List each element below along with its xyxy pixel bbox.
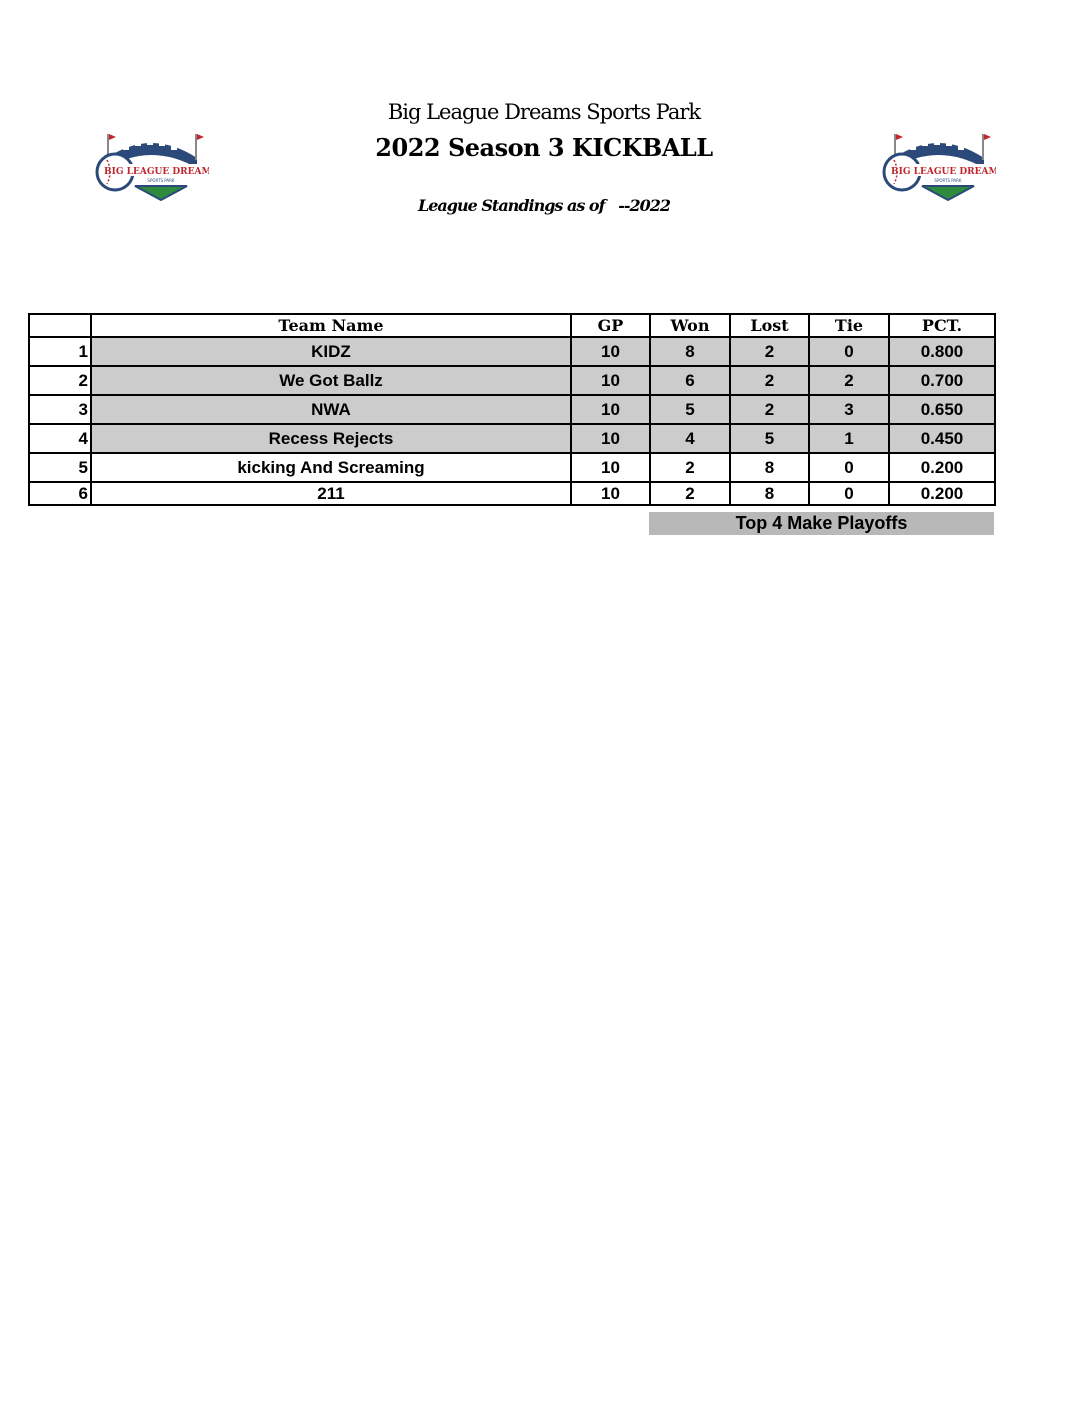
- column-header-pct: PCT.: [888, 313, 996, 338]
- cell-gp: 10: [570, 481, 651, 506]
- cell-tie: 2: [808, 365, 890, 396]
- page-title: 2022 Season 3 KICKBALL: [375, 133, 713, 162]
- cell-gp: 10: [570, 423, 651, 454]
- cell-lost: 8: [729, 452, 810, 483]
- svg-text:SPORTS PARK: SPORTS PARK: [934, 178, 962, 183]
- cell-gp: 10: [570, 365, 651, 396]
- cell-team: NWA: [90, 394, 572, 425]
- cell-team: kicking And Screaming: [90, 452, 572, 483]
- cell-rank: 2: [28, 365, 92, 396]
- cell-won: 8: [649, 336, 731, 367]
- cell-tie: 1: [808, 423, 890, 454]
- column-header-gp: GP: [570, 313, 651, 338]
- venue-name: Big League Dreams Sports Park: [387, 100, 701, 124]
- cell-team: We Got Ballz: [90, 365, 572, 396]
- cell-won: 2: [649, 481, 731, 506]
- table-row: 5 kicking And Screaming 10 2 8 0 0.200: [28, 452, 996, 483]
- svg-text:BIG LEAGUE DREAMS: BIG LEAGUE DREAMS: [104, 167, 209, 177]
- cell-rank: 5: [28, 452, 92, 483]
- cell-tie: 0: [808, 481, 890, 506]
- cell-lost: 2: [729, 365, 810, 396]
- table-row: 1 KIDZ 10 8 2 0 0.800: [28, 336, 996, 367]
- standings-table: Team Name GP Won Lost Tie PCT. 1 KIDZ 10 8 2…: [28, 313, 996, 506]
- table-row: 6 211 10 2 8 0 0.200: [28, 481, 996, 506]
- table-row: 4 Recess Rejects 10 4 5 1 0.450: [28, 423, 996, 454]
- big-league-dreams-logo-right: BIG LEAGUE DREAMS SPORTS PARK: [882, 134, 996, 202]
- cell-lost: 2: [729, 336, 810, 367]
- big-league-dreams-logo-left: BIG LEAGUE DREAMS SPORTS PARK: [95, 134, 209, 202]
- cell-won: 5: [649, 394, 731, 425]
- cell-pct: 0.200: [888, 452, 996, 483]
- svg-text:BIG LEAGUE DREAMS: BIG LEAGUE DREAMS: [891, 167, 996, 177]
- cell-gp: 10: [570, 394, 651, 425]
- cell-pct: 0.800: [888, 336, 996, 367]
- cell-rank: 3: [28, 394, 92, 425]
- cell-team: 211: [90, 481, 572, 506]
- cell-lost: 8: [729, 481, 810, 506]
- cell-tie: 0: [808, 336, 890, 367]
- cell-pct: 0.200: [888, 481, 996, 506]
- cell-rank: 6: [28, 481, 92, 506]
- cell-tie: 0: [808, 452, 890, 483]
- cell-won: 6: [649, 365, 731, 396]
- table-header-row: Team Name GP Won Lost Tie PCT.: [28, 313, 996, 338]
- cell-rank: 1: [28, 336, 92, 367]
- cell-pct: 0.700: [888, 365, 996, 396]
- standings-subtitle: League Standings as of --2022: [418, 196, 671, 215]
- cell-rank: 4: [28, 423, 92, 454]
- column-header-rank: [28, 313, 92, 338]
- cell-won: 4: [649, 423, 731, 454]
- cell-lost: 5: [729, 423, 810, 454]
- cell-team: KIDZ: [90, 336, 572, 367]
- column-header-tie: Tie: [808, 313, 890, 338]
- table-row: 2 We Got Ballz 10 6 2 2 0.700: [28, 365, 996, 396]
- cell-gp: 10: [570, 336, 651, 367]
- playoffs-note: Top 4 Make Playoffs: [649, 512, 994, 535]
- cell-won: 2: [649, 452, 731, 483]
- column-header-team: Team Name: [90, 313, 572, 338]
- cell-pct: 0.450: [888, 423, 996, 454]
- cell-team: Recess Rejects: [90, 423, 572, 454]
- cell-gp: 10: [570, 452, 651, 483]
- table-row: 3 NWA 10 5 2 3 0.650: [28, 394, 996, 425]
- column-header-lost: Lost: [729, 313, 810, 338]
- cell-lost: 2: [729, 394, 810, 425]
- cell-tie: 3: [808, 394, 890, 425]
- cell-pct: 0.650: [888, 394, 996, 425]
- svg-text:SPORTS PARK: SPORTS PARK: [147, 178, 175, 183]
- column-header-won: Won: [649, 313, 731, 338]
